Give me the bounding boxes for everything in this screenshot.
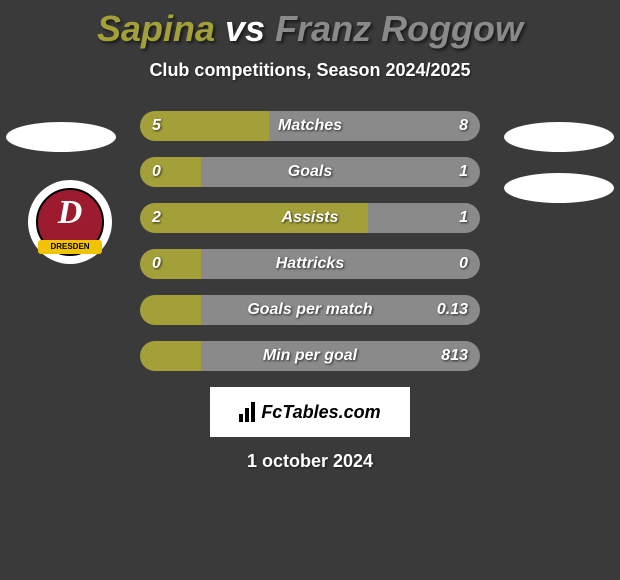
stat-row: Goals per match0.13 [140, 295, 480, 325]
stat-row: Goals0 1 [140, 157, 480, 187]
stat-label: Min per goal [140, 347, 480, 365]
stat-label: Goals per match [140, 301, 480, 319]
stat-label: Hattricks [140, 255, 480, 273]
player2-name: Franz Roggow [275, 8, 523, 49]
brand-text: FcTables.com [261, 402, 380, 423]
stat-value-right: 1 [459, 209, 468, 227]
subtitle: Club competitions, Season 2024/2025 [0, 60, 620, 81]
stats-container: Matches58Goals01Assists21Hattricks00Goal… [0, 111, 620, 371]
stat-value-left: 0 [152, 255, 161, 273]
bars-icon [239, 402, 255, 422]
stat-value-right: 0 [459, 255, 468, 273]
stat-row: Matches5 8 [140, 111, 480, 141]
stat-label: Matches [140, 117, 480, 135]
stat-row: Assists2 1 [140, 203, 480, 233]
stat-value-left: 0 [152, 163, 161, 181]
stat-row: Min per goal813 [140, 341, 480, 371]
brand-badge: FcTables.com [210, 387, 410, 437]
date-text: 1 october 2024 [0, 451, 620, 472]
stat-label: Assists [140, 209, 480, 227]
stat-value-left: 2 [152, 209, 161, 227]
stat-label: Goals [140, 163, 480, 181]
stat-row: Hattricks0 0 [140, 249, 480, 279]
vs-text: vs [225, 8, 265, 49]
stat-value-right: 0.13 [437, 301, 468, 319]
player1-name: Sapina [97, 8, 215, 49]
comparison-title: Sapina vs Franz Roggow [0, 0, 620, 50]
stat-value-right: 1 [459, 163, 468, 181]
stat-value-right: 813 [441, 347, 468, 365]
stat-value-right: 8 [459, 117, 468, 135]
stat-value-left: 5 [152, 117, 161, 135]
